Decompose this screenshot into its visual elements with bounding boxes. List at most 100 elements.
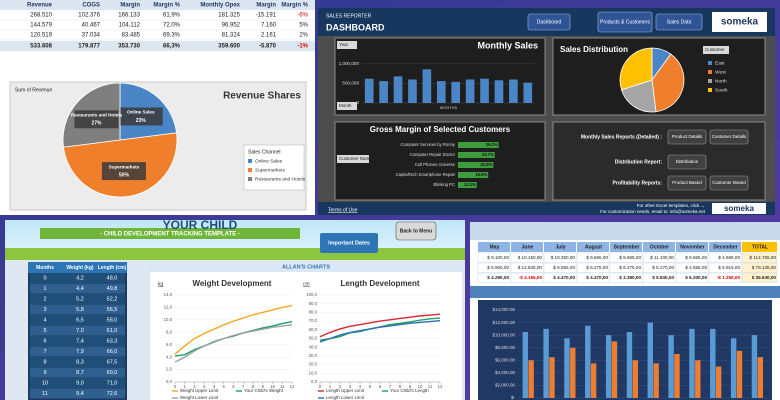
report-button[interactable] xyxy=(709,175,749,191)
table-header: Margin xyxy=(256,3,276,9)
budget-cell xyxy=(708,262,742,273)
back-button[interactable] xyxy=(395,221,437,241)
table-cell: 2.161 xyxy=(261,33,277,39)
data-label: 22.8% xyxy=(480,162,492,167)
budget-chart-bg xyxy=(478,300,772,400)
child-row xyxy=(30,325,125,336)
table-cell: 96.952 xyxy=(222,23,241,29)
category-label: Cell Phones Universe xyxy=(415,162,456,167)
total-cell: 533.608 xyxy=(30,44,52,50)
logo-box xyxy=(712,12,767,32)
charts-header-bg xyxy=(150,262,462,272)
data-label: Online Sales xyxy=(127,110,155,115)
category-label: CapitalTech Smartphone Repair xyxy=(396,172,456,177)
budget-cell-text: $ 10.150,00 xyxy=(518,255,543,260)
legend-swatch xyxy=(708,70,712,74)
table-header: Monthly Opex xyxy=(200,3,240,9)
filter-box[interactable] xyxy=(337,155,369,163)
budget-cell-text: $ 5.830,00 xyxy=(652,275,674,280)
budget-header: June xyxy=(522,244,534,250)
table-header-bg xyxy=(0,0,315,10)
data-label-box xyxy=(74,110,119,129)
filter-box[interactable] xyxy=(337,41,357,49)
y-tick-label: 4,0 xyxy=(166,354,173,359)
brand: SALES REPORTER xyxy=(326,13,372,19)
y-tick-label: 10,0 xyxy=(309,370,318,375)
pie-slice xyxy=(621,79,657,113)
budget-cell-text: $ 11.100,00 xyxy=(650,255,674,260)
y-tick-label: $- xyxy=(511,395,516,400)
child-cell: 63,3 xyxy=(107,338,118,344)
x-tick-label: 6 xyxy=(379,384,382,389)
filter-label: Month xyxy=(339,103,352,108)
bar xyxy=(585,325,591,398)
nav-button[interactable] xyxy=(597,11,653,33)
budget-header-cell xyxy=(742,242,777,252)
child-cell: 3 xyxy=(43,307,46,313)
child-cell: 4 xyxy=(43,317,46,323)
button-label: Important Dates xyxy=(328,240,370,246)
x-tick-label: 9 xyxy=(262,384,265,389)
bar xyxy=(653,363,659,398)
data-label: 26.2% xyxy=(486,142,498,147)
x-tick-label: 0 xyxy=(319,384,322,389)
x-tick-label: 1 xyxy=(184,384,187,389)
y-tick-label: $10,000.00 xyxy=(492,332,515,337)
child-cell: 5 xyxy=(43,328,46,334)
legend-label: South xyxy=(715,87,728,93)
y-tick-label: 1,000,000 xyxy=(339,61,360,66)
table-header: Margin % xyxy=(153,3,180,9)
report-button[interactable] xyxy=(709,129,749,145)
legend-label: Length Upper Limit xyxy=(326,388,365,393)
chart-title: Weight Development xyxy=(193,279,272,288)
budget-header: October xyxy=(650,244,669,250)
bar xyxy=(458,182,477,188)
y-tick-label: 0 xyxy=(356,100,359,105)
legend-title: Sales Channel xyxy=(248,149,281,155)
budget-cell-text: $ 5.270,00 xyxy=(652,265,674,270)
child-row xyxy=(30,283,125,294)
child-cell: 49,8 xyxy=(107,286,118,292)
budget-cell xyxy=(642,252,676,263)
y-tick-label: 90,0 xyxy=(309,301,318,306)
filter-box[interactable] xyxy=(337,102,357,110)
y-tick-label: 10,0 xyxy=(164,317,173,322)
x-tick-label: 11 xyxy=(280,384,285,389)
series-line xyxy=(174,304,293,355)
data-label: 23% xyxy=(136,118,147,124)
data-label-box xyxy=(118,107,163,126)
budget-cell-text: $ 6.275,00 xyxy=(619,265,641,270)
bar xyxy=(715,366,722,398)
logo: someka xyxy=(721,17,759,28)
child-cell: 48,0 xyxy=(107,275,118,281)
nav-button[interactable] xyxy=(527,13,571,31)
budget-cell xyxy=(675,262,709,273)
charts-header: ALLAN'S CHARTS xyxy=(282,264,330,270)
y-tick-label: $12,000.00 xyxy=(492,320,515,325)
table-cell: 40.467 xyxy=(82,23,101,29)
budget-cell xyxy=(510,262,544,273)
y-tick-label: 500,000 xyxy=(342,81,359,86)
bar xyxy=(632,360,638,398)
bar xyxy=(674,354,680,398)
budget-cell xyxy=(675,252,709,263)
child-table-header xyxy=(28,262,127,273)
report-button[interactable] xyxy=(667,129,707,145)
data-label: Supermarkets xyxy=(109,164,140,169)
table-cell: 268.510 xyxy=(30,13,52,19)
chart-title: Gross Margin of Selected Customers xyxy=(370,125,511,134)
y-tick-label: 14,0 xyxy=(164,292,173,297)
table-cell: 181.325 xyxy=(218,13,240,19)
nav-button[interactable] xyxy=(655,13,703,31)
budget-header: TOTAL xyxy=(752,244,768,250)
child-cell: 5,8 xyxy=(76,307,84,313)
x-tick-label: 2 xyxy=(193,384,196,389)
report-button[interactable] xyxy=(667,154,707,170)
y-tick-label: 70,0 xyxy=(309,318,318,323)
important-dates-button[interactable] xyxy=(320,233,378,253)
filter-box[interactable] xyxy=(703,46,729,54)
child-cell: 8,7 xyxy=(76,370,84,376)
report-button[interactable] xyxy=(667,175,707,191)
legend-label: Supermarkets xyxy=(255,167,285,173)
table-cell: 144.579 xyxy=(30,23,52,29)
